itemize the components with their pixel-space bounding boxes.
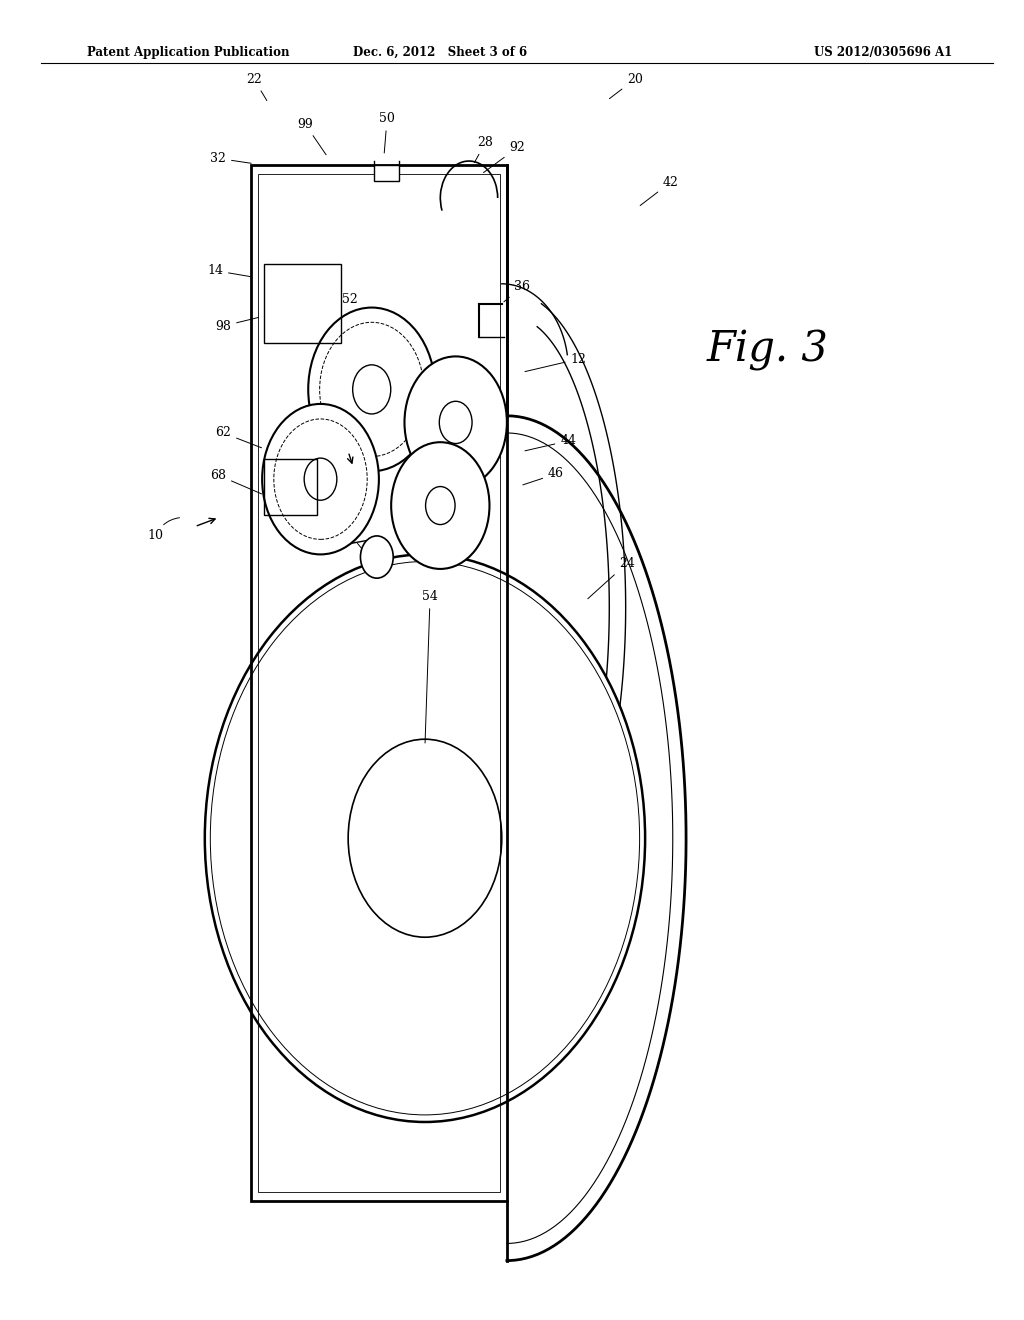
Text: 10: 10 <box>147 517 179 543</box>
Text: Dec. 6, 2012   Sheet 3 of 6: Dec. 6, 2012 Sheet 3 of 6 <box>353 46 527 59</box>
Bar <box>374 165 399 181</box>
Text: 20: 20 <box>609 73 643 99</box>
Circle shape <box>304 458 337 500</box>
Circle shape <box>352 364 391 414</box>
Text: 46: 46 <box>523 467 564 484</box>
Bar <box>251 165 507 1201</box>
Circle shape <box>391 442 489 569</box>
Circle shape <box>439 401 472 444</box>
Text: 99: 99 <box>297 117 326 154</box>
Text: P: P <box>464 405 484 424</box>
Text: 82: 82 <box>330 370 351 395</box>
Text: 62: 62 <box>215 426 261 447</box>
Text: 14: 14 <box>207 264 251 277</box>
Circle shape <box>308 308 435 471</box>
Text: 92: 92 <box>483 141 525 173</box>
Text: 98: 98 <box>215 317 258 333</box>
Text: 22: 22 <box>246 73 267 100</box>
Text: Fig. 3: Fig. 3 <box>707 329 829 371</box>
Text: 28: 28 <box>474 136 494 162</box>
Text: 36: 36 <box>504 280 530 302</box>
Circle shape <box>360 536 393 578</box>
Circle shape <box>205 554 645 1122</box>
Circle shape <box>262 404 379 554</box>
Text: US 2012/0305696 A1: US 2012/0305696 A1 <box>814 46 952 59</box>
Text: 52: 52 <box>342 293 358 333</box>
Text: 42: 42 <box>640 176 679 206</box>
Text: 32: 32 <box>210 152 251 165</box>
Text: 68: 68 <box>210 469 262 494</box>
Text: 53: 53 <box>340 525 367 554</box>
Bar <box>264 459 317 515</box>
Text: 84: 84 <box>415 463 431 482</box>
Circle shape <box>426 487 455 524</box>
Text: Patent Application Publication: Patent Application Publication <box>87 46 290 59</box>
Bar <box>258 174 500 1192</box>
Text: 44: 44 <box>525 434 577 451</box>
Text: 12: 12 <box>525 352 587 372</box>
Bar <box>264 264 341 343</box>
Circle shape <box>404 356 507 488</box>
Text: 24: 24 <box>588 557 635 599</box>
Text: P: P <box>465 381 484 403</box>
Text: 50: 50 <box>379 112 395 153</box>
Text: 80: 80 <box>328 462 346 482</box>
Text: 54: 54 <box>422 590 438 743</box>
